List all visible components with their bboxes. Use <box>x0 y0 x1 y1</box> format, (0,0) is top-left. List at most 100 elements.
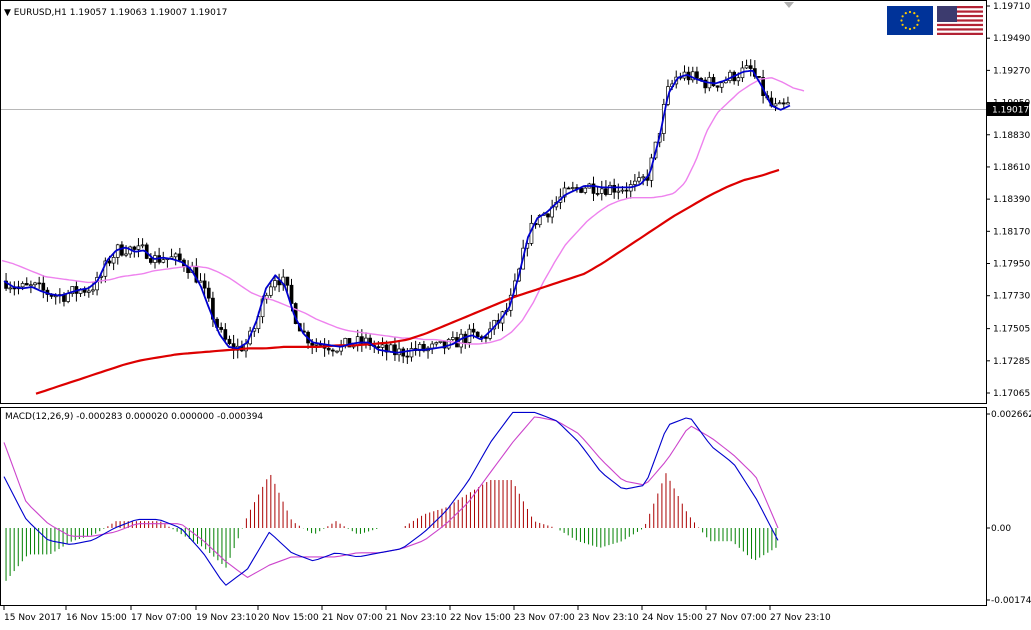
candle-body <box>8 287 13 290</box>
candle-body <box>757 76 761 78</box>
us-stripe <box>937 28 983 31</box>
candle-body <box>347 338 352 348</box>
time-tick-label: 20 Nov 15:00 <box>258 613 319 623</box>
moving-averages <box>1 69 805 395</box>
price-tick-label: 1.17950 <box>993 260 1030 270</box>
candle-body <box>599 188 604 194</box>
time-tick-label: 24 Nov 15:00 <box>642 613 703 623</box>
candle-body <box>29 284 33 287</box>
candle-body <box>715 85 720 88</box>
candle-body <box>475 331 480 338</box>
macd-tick-label: 0.002662 <box>991 410 1031 420</box>
candle-body <box>786 102 790 105</box>
time-tick-label: 27 Nov 07:00 <box>706 613 767 623</box>
price-tick-label: 1.17505 <box>993 325 1030 335</box>
candle-body <box>620 189 625 192</box>
chart-shift-marker[interactable] <box>784 2 794 8</box>
candle-body <box>202 280 207 289</box>
ma-mid-line <box>1 77 805 345</box>
macd-v3-value: 0.000000 <box>171 412 214 422</box>
eu-star <box>913 12 916 15</box>
candle-body <box>773 103 778 107</box>
candle-body <box>37 282 42 285</box>
candle-body <box>430 343 435 349</box>
macd-hist-value: -0.000394 <box>217 412 263 422</box>
macd-histogram <box>5 473 777 581</box>
candle-body <box>173 253 178 258</box>
candle-body <box>310 342 315 346</box>
candle-body <box>384 344 389 353</box>
time-tick-label: 21 Nov 07:00 <box>322 613 383 623</box>
candle-body <box>604 188 608 195</box>
candle-body <box>781 102 786 105</box>
time-tick-label: 16 Nov 15:00 <box>66 613 127 623</box>
eu-star <box>913 26 916 29</box>
eu-star <box>901 23 904 26</box>
us-stripe <box>937 23 983 27</box>
candle-body <box>70 286 75 294</box>
macd-main-line <box>3 411 779 586</box>
candle-body <box>591 183 596 194</box>
price-tick-label: 1.17730 <box>993 292 1030 302</box>
candle-body <box>570 187 575 189</box>
time-tick-label: 17 Nov 07:00 <box>131 613 192 623</box>
candle-body <box>562 187 567 198</box>
candle-body <box>161 259 166 263</box>
eu-star <box>916 15 919 18</box>
candle-body <box>86 290 91 293</box>
price-tick-label: 1.19710 <box>993 2 1030 12</box>
eu-flag-icon <box>887 6 933 35</box>
candle-body <box>409 348 414 358</box>
candle-body <box>537 214 542 226</box>
macd-tick-label: -0.001744 <box>991 596 1031 606</box>
header-triangle-icon: ▼ <box>4 8 14 18</box>
macd-header: MACD(12,26,9) -0.000283 0.000020 0.00000… <box>5 412 263 422</box>
macd-lines <box>3 411 779 586</box>
time-tick-label: 15 Nov 2017 <box>4 613 62 623</box>
candle-body <box>376 346 381 349</box>
candle-body <box>566 187 571 190</box>
candle-body <box>434 342 439 345</box>
current-price-label: 1.19017 <box>992 106 1029 116</box>
us-stripe <box>937 10 983 13</box>
candle-body <box>335 350 339 353</box>
candle-body <box>20 283 25 288</box>
candle-body <box>736 77 741 82</box>
eu-star <box>908 10 912 14</box>
price-tick-label: 1.18170 <box>993 227 1030 237</box>
candle-body <box>616 190 621 193</box>
candle-body <box>326 347 331 351</box>
us-stripe <box>937 32 983 35</box>
candle-body <box>748 65 753 69</box>
price-tick-label: 1.19490 <box>993 34 1030 44</box>
candle-body <box>91 289 95 292</box>
candle-body <box>132 246 137 250</box>
candle-body <box>777 102 782 105</box>
low-value: 1.19007 <box>150 8 187 18</box>
price-panel <box>0 0 987 404</box>
candle-body <box>612 184 617 193</box>
candle-body <box>206 287 211 299</box>
candle-body <box>719 82 724 88</box>
eu-star <box>916 23 919 26</box>
candle-body <box>641 176 645 179</box>
candle-body <box>140 244 145 247</box>
eu-star <box>901 15 904 18</box>
main-header: ▼ EURUSD,H1 1.19057 1.19063 1.19007 1.19… <box>4 8 227 18</box>
candle-body <box>471 328 476 333</box>
candle-body <box>583 187 588 193</box>
eu-star <box>908 27 912 31</box>
candle-body <box>124 253 128 256</box>
macd-name: MACD(12,26,9) <box>5 412 73 422</box>
price-tick-label: 1.18830 <box>993 131 1030 141</box>
candle-body <box>450 337 455 340</box>
ma-fast-line <box>3 69 791 354</box>
candle-body <box>446 339 451 349</box>
candle-body <box>4 280 8 289</box>
candle-body <box>637 177 641 182</box>
time-tick-label: 21 Nov 23:10 <box>386 613 447 623</box>
open-value: 1.19057 <box>70 8 107 18</box>
price-axis: 1.197101.194901.192701.190501.188301.186… <box>986 2 1030 399</box>
macd-tick-label: 0.00 <box>991 524 1011 534</box>
